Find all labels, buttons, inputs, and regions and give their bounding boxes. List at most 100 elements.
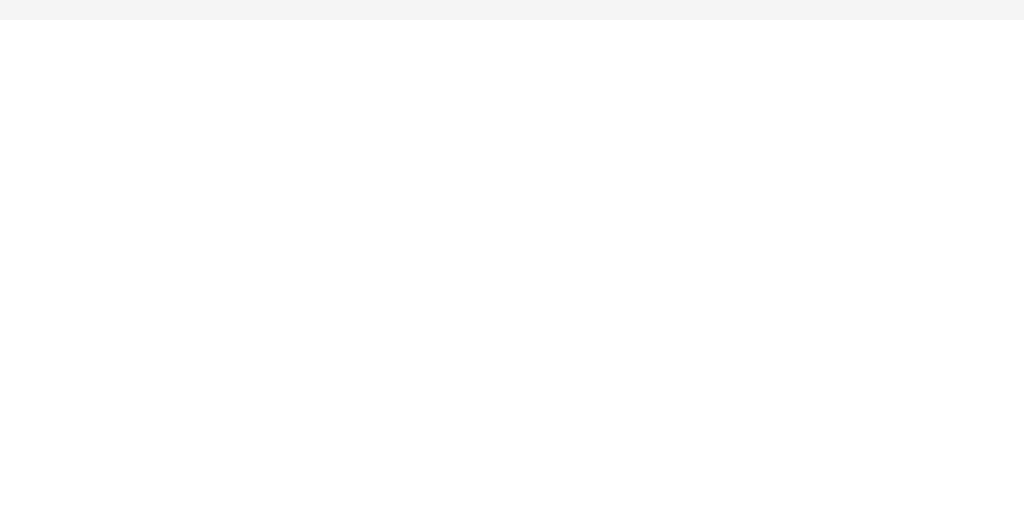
Text: Secondary dimension ▾: Secondary dimension ▾ [81, 240, 175, 249]
Text: 500: 500 [13, 132, 32, 142]
Point [556, 205, 572, 213]
Text: 250: 250 [13, 174, 32, 184]
Text: % of Total: 0.00% ($0.00): % of Total: 0.00% ($0.00) [920, 287, 1005, 293]
Point [438, 182, 455, 191]
Point [125, 202, 141, 210]
Point [909, 153, 926, 162]
Point [929, 155, 945, 163]
Point [438, 209, 455, 218]
Point [693, 179, 710, 187]
Text: Site Usage: Site Usage [55, 102, 111, 112]
Text: Add to Dashboard: Add to Dashboard [142, 22, 229, 32]
Text: Plot Rows: Plot Rows [22, 240, 62, 249]
Point [477, 203, 494, 212]
Point [86, 188, 102, 197]
Point [654, 202, 671, 211]
Point [498, 187, 514, 196]
Text: Site Avg: 00:02:21 (2.36%): Site Avg: 00:02:21 (2.36%) [600, 335, 690, 341]
Point [66, 211, 82, 219]
Text: Goal Conversion Rate: Goal Conversion Rate [700, 261, 787, 270]
Point [537, 214, 553, 223]
Text: Direct: Direct [20, 346, 49, 356]
FancyBboxPatch shape [230, 35, 450, 78]
Point [46, 202, 62, 210]
Point [164, 187, 180, 196]
Point [66, 199, 82, 208]
Point [968, 158, 984, 167]
Point [517, 187, 534, 195]
Text: VS: VS [63, 118, 76, 126]
Point [203, 213, 219, 222]
Point [380, 202, 396, 210]
Point [889, 209, 905, 218]
Text: 8,839: 8,839 [190, 324, 220, 334]
Bar [0, 319, 1024, 343]
Text: 0: 0 [810, 276, 816, 286]
Text: 1,808: 1,808 [360, 276, 390, 286]
FancyBboxPatch shape [946, 116, 982, 127]
Point [987, 209, 1004, 217]
Text: April 2014: April 2014 [796, 230, 843, 239]
Point [850, 195, 866, 203]
Point [635, 184, 651, 193]
Text: Export ▾: Export ▾ [94, 22, 134, 32]
Point [419, 210, 435, 219]
FancyBboxPatch shape [908, 116, 944, 127]
Text: 3.59: 3.59 [520, 300, 544, 310]
Point [674, 202, 690, 210]
Point [183, 213, 200, 221]
Text: Site Avg: 4.06 (-11.64%): Site Avg: 4.06 (-11.64%) [520, 311, 601, 317]
Text: Referral Traffic: Referral Traffic [8, 304, 91, 314]
Text: 🔍: 🔍 [760, 240, 765, 249]
Text: 0.00%: 0.00% [700, 324, 733, 334]
Text: 0: 0 [810, 324, 816, 334]
Text: Behavior: Behavior [490, 251, 539, 261]
Point [399, 184, 416, 193]
Point [27, 201, 43, 209]
Point [792, 199, 808, 208]
Point [614, 204, 631, 212]
Point [948, 194, 965, 202]
FancyBboxPatch shape [870, 116, 906, 127]
Text: 81.48%: 81.48% [275, 276, 314, 286]
Text: 38.74%: 38.74% [449, 324, 487, 334]
Point [243, 201, 259, 209]
Point [1007, 208, 1023, 216]
Text: 00:01:53: 00:01:53 [600, 300, 646, 310]
Point [301, 202, 317, 211]
Text: % of Total: 75.16% (11,760): % of Total: 75.16% (11,760) [190, 335, 283, 341]
Point [909, 209, 926, 217]
Text: % of Total: 0.00% (0): % of Total: 0.00% (0) [810, 287, 880, 293]
Point [498, 204, 514, 212]
Text: 3.51: 3.51 [520, 276, 544, 286]
Text: Day: Day [880, 118, 897, 126]
Text: % of Total: 5.97% (11,760): % of Total: 5.97% (11,760) [190, 311, 279, 317]
Text: Channel data is not available prior to July 25, 2013. Select an alternative dime: Channel data is not available prior to J… [720, 47, 998, 67]
Point [595, 212, 611, 220]
Point [164, 212, 180, 220]
Point [46, 213, 62, 222]
Circle shape [9, 131, 16, 138]
Text: Site Avg: 0.00% (0.00%): Site Avg: 0.00% (0.00%) [700, 335, 781, 341]
Point [869, 194, 886, 202]
Point [380, 212, 396, 220]
Point [732, 175, 749, 184]
Text: Acquisition: Acquisition [190, 251, 252, 261]
Point [595, 189, 611, 197]
Text: 18.87%: 18.87% [47, 60, 87, 70]
Text: 0.00%: 0.00% [700, 276, 733, 286]
Text: +: + [665, 48, 679, 66]
Point [477, 212, 494, 220]
Point [1007, 160, 1023, 169]
Point [987, 193, 1004, 201]
Point [262, 202, 279, 211]
Point [693, 201, 710, 209]
Point [321, 203, 337, 212]
Text: Summary: Summary [8, 102, 58, 112]
Text: 84.33%: 84.33% [275, 300, 314, 310]
Text: Sessions (Search Traffic): Sessions (Search Traffic) [270, 130, 380, 139]
FancyBboxPatch shape [658, 39, 686, 74]
Text: Sessions: Sessions [190, 261, 224, 270]
Point [732, 199, 749, 208]
Point [674, 180, 690, 189]
